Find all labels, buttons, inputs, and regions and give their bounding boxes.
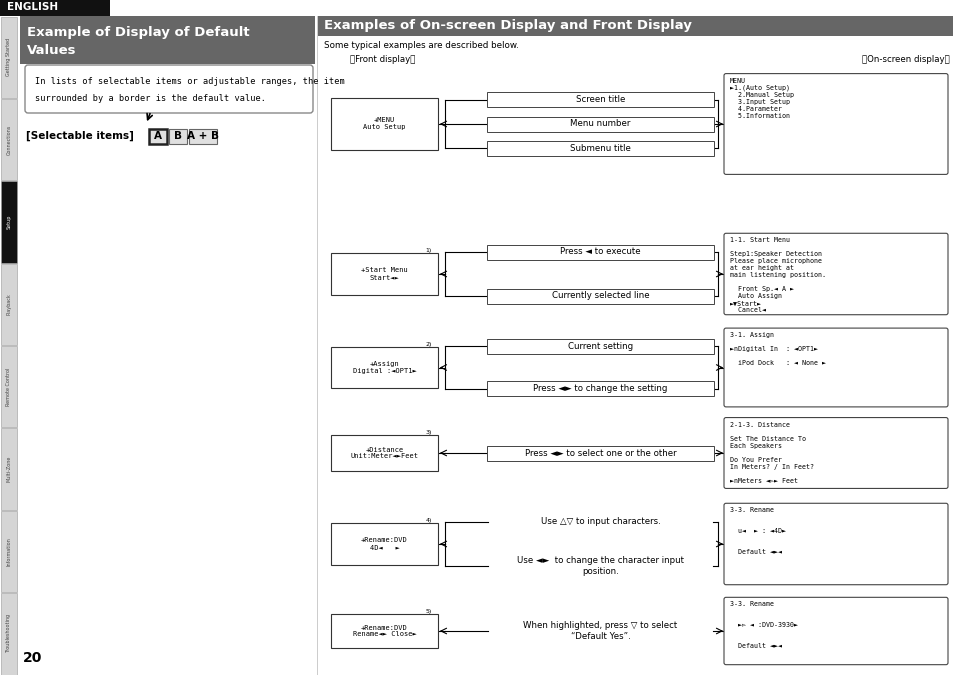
FancyBboxPatch shape [486,140,713,156]
Text: A: A [153,131,162,141]
Text: Some typical examples are described below.: Some typical examples are described belo… [324,40,518,49]
Text: Current setting: Current setting [567,342,633,351]
Text: +Distance
Unit:Meter◄►Feet: +Distance Unit:Meter◄►Feet [350,446,418,460]
FancyBboxPatch shape [25,65,313,113]
Text: Connections: Connections [7,124,11,155]
Text: 1): 1) [425,248,432,253]
Text: When highlighted, press ▽ to select
“Default Yes”.: When highlighted, press ▽ to select “Def… [523,621,677,641]
Text: 2): 2) [425,342,432,348]
Text: 3-3. Rename


  u◄  ► : ◄4D►


  Default ◄►◄: 3-3. Rename u◄ ► : ◄4D► Default ◄►◄ [729,508,785,556]
Text: Press ◄ to execute: Press ◄ to execute [559,248,640,256]
Text: Press ◄► to change the setting: Press ◄► to change the setting [533,384,667,394]
FancyBboxPatch shape [331,614,437,648]
FancyBboxPatch shape [331,99,437,150]
Text: Remote Control: Remote Control [7,367,11,406]
Text: Use △▽ to input characters.: Use △▽ to input characters. [540,518,659,526]
FancyBboxPatch shape [20,16,314,64]
Text: A + B: A + B [187,131,219,141]
Text: Press ◄► to select one or the other: Press ◄► to select one or the other [524,448,676,458]
FancyBboxPatch shape [1,182,17,263]
Text: Information: Information [7,537,11,566]
FancyBboxPatch shape [486,446,713,460]
Text: 3): 3) [425,430,432,435]
Text: Use ◄►  to change the character input
position.: Use ◄► to change the character input pos… [517,556,683,576]
Text: 20: 20 [23,651,42,665]
FancyBboxPatch shape [1,346,17,427]
FancyBboxPatch shape [331,435,437,471]
Text: MENU
►1.(Auto Setup)
  2.Manual Setup
  3.Input Setup
  4.Parameter
  5.Informat: MENU ►1.(Auto Setup) 2.Manual Setup 3.In… [729,78,793,119]
FancyBboxPatch shape [723,597,947,665]
Text: 5): 5) [425,609,432,614]
Text: +Start Menu
Start◄►: +Start Menu Start◄► [361,267,408,281]
Text: 「Front display」: 「Front display」 [350,55,415,63]
Text: +Rename:DVD
Rename◄► Close►: +Rename:DVD Rename◄► Close► [353,624,416,637]
FancyBboxPatch shape [0,0,110,16]
FancyBboxPatch shape [486,339,713,354]
Text: Screen title: Screen title [576,95,624,105]
Text: 「On-screen display」: 「On-screen display」 [862,55,949,63]
FancyBboxPatch shape [1,99,17,180]
Text: Multi-Zone: Multi-Zone [7,456,11,482]
FancyBboxPatch shape [486,381,713,396]
Text: 4): 4) [425,518,432,523]
Text: Setup: Setup [7,215,11,229]
FancyBboxPatch shape [189,129,216,144]
FancyBboxPatch shape [723,328,947,407]
Text: 1-1. Start Menu

Step1:Speaker Detection
Please place microphone
at ear height a: 1-1. Start Menu Step1:Speaker Detection … [729,238,825,313]
FancyBboxPatch shape [723,234,947,315]
Text: B: B [173,131,182,141]
FancyBboxPatch shape [1,511,17,592]
Text: Values: Values [27,44,76,57]
Text: Troubleshooting: Troubleshooting [7,614,11,653]
FancyBboxPatch shape [331,523,437,565]
FancyBboxPatch shape [1,593,17,674]
Text: 3-3. Rename


  ►▻ ◄ :DVD-3930►


  Default ◄►◄: 3-3. Rename ►▻ ◄ :DVD-3930► Default ◄►◄ [729,601,797,649]
FancyBboxPatch shape [331,253,437,295]
Text: 3-1. Assign

►nDigital In  : ◄OPT1►

  iPod Dock   : ◄ None ►: 3-1. Assign ►nDigital In : ◄OPT1► iPod D… [729,332,825,366]
Text: 2-1-3. Distance

Set The Distance To
Each Speakers

Do You Prefer
In Meters? / I: 2-1-3. Distance Set The Distance To Each… [729,422,813,483]
FancyBboxPatch shape [723,74,947,174]
FancyBboxPatch shape [486,244,713,259]
Text: [Selectable items]: [Selectable items] [26,131,133,141]
FancyBboxPatch shape [1,264,17,345]
Text: Examples of On-screen Display and Front Display: Examples of On-screen Display and Front … [324,20,691,32]
FancyBboxPatch shape [486,117,713,132]
Text: Getting Started: Getting Started [7,38,11,76]
FancyBboxPatch shape [486,288,713,304]
FancyBboxPatch shape [723,418,947,489]
Text: ENGLISH: ENGLISH [7,2,58,12]
Text: Submenu title: Submenu title [570,144,630,153]
Text: +MENU
Auto Setup: +MENU Auto Setup [363,117,405,130]
Text: Currently selected line: Currently selected line [551,292,649,300]
FancyBboxPatch shape [149,129,167,144]
Text: In lists of selectable items or adjustable ranges, the item: In lists of selectable items or adjustab… [35,78,344,86]
Text: +Assign
Digital :◄OPT1►: +Assign Digital :◄OPT1► [353,361,416,374]
FancyBboxPatch shape [723,504,947,585]
FancyBboxPatch shape [317,16,953,36]
FancyBboxPatch shape [486,92,713,107]
Text: +Rename:DVD
4D◄   ►: +Rename:DVD 4D◄ ► [361,537,408,551]
Text: Playback: Playback [7,294,11,315]
Text: Menu number: Menu number [570,119,630,128]
FancyBboxPatch shape [169,129,187,144]
FancyBboxPatch shape [1,429,17,510]
Text: surrounded by a border is the default value.: surrounded by a border is the default va… [35,94,266,103]
FancyBboxPatch shape [331,348,437,387]
Text: Example of Display of Default: Example of Display of Default [27,26,250,39]
FancyBboxPatch shape [1,16,17,98]
